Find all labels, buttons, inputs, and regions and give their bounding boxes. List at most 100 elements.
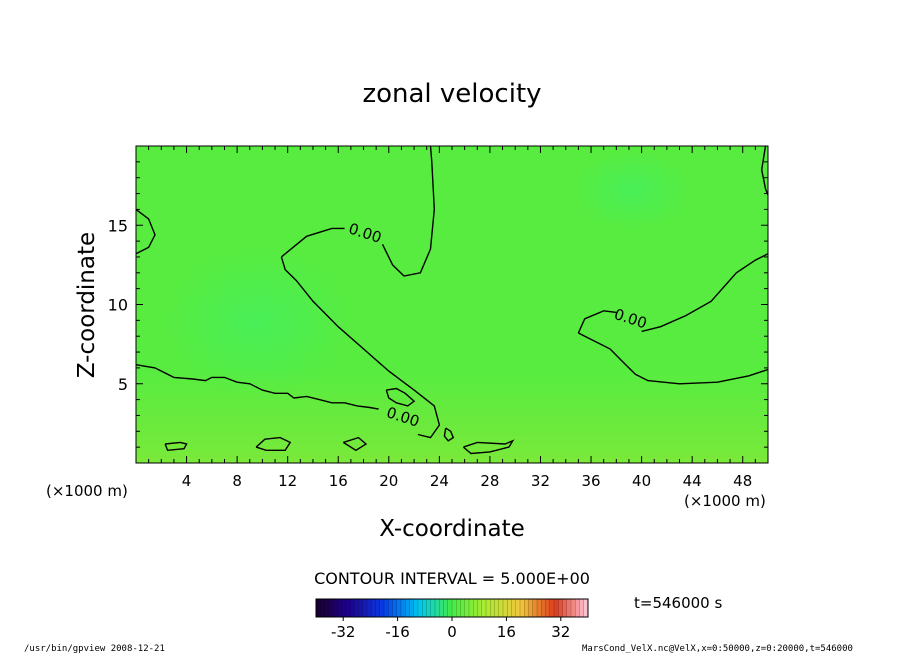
colorbar-swatch (362, 599, 368, 617)
colorbar-swatch (413, 599, 419, 617)
colorbar-swatch (320, 599, 325, 617)
colorbar-swatch (426, 599, 432, 617)
colorbar-tick-label: -16 (385, 623, 410, 641)
colorbar-swatch (384, 599, 389, 617)
contour-line (578, 332, 769, 385)
colorbar-swatch (507, 599, 512, 617)
colorbar-swatch (422, 599, 427, 617)
plot-area: 0.000.000.00 (135, 145, 769, 464)
colorbar-swatch (537, 599, 542, 617)
contour-line (760, 145, 769, 196)
x-tick-label: 16 (329, 472, 348, 490)
colorbar-swatch (541, 599, 546, 617)
contour-line (135, 208, 156, 255)
x-tick-label: 40 (632, 472, 651, 490)
contour-interval-label: CONTOUR INTERVAL = 5.000E+00 (314, 569, 590, 588)
colorbar-swatch (498, 599, 504, 617)
contour-line (385, 387, 416, 407)
contour-line (135, 364, 379, 410)
y-tick-label: 10 (108, 296, 128, 315)
colorbar-swatch (358, 599, 364, 617)
contour-line (381, 145, 436, 277)
colorbar-swatch (494, 599, 500, 617)
colorbar-swatch (418, 599, 423, 617)
y-tick-label: 15 (108, 216, 128, 235)
footer-right: MarsCond_VelX.nc@VelX,x=0:50000,z=0:2000… (582, 644, 853, 654)
x-tick-label: 48 (733, 472, 752, 490)
y-tick-label: 5 (118, 375, 128, 394)
colorbar-swatch (486, 599, 491, 617)
contour-line (342, 436, 368, 452)
colorbar-swatch (367, 599, 372, 617)
x-tick-label: 20 (379, 472, 398, 490)
field-minimum-patch (163, 247, 353, 397)
x-tick-label: 4 (182, 472, 192, 490)
colorbar-tick-label: 32 (551, 623, 570, 641)
colorbar-swatch (464, 599, 470, 617)
colorbar-swatch (388, 599, 393, 617)
colorbar-tick-label: -32 (331, 623, 356, 641)
colorbar-swatch (452, 599, 457, 617)
colorbar-swatch (341, 599, 347, 617)
contour-line (577, 310, 617, 334)
colorbar-tick-label: 16 (497, 623, 516, 641)
colorbar-swatch (350, 599, 355, 617)
x-unit-right: (×1000 m) (684, 492, 766, 510)
contour-line (280, 227, 345, 258)
colorbar-swatch (566, 599, 572, 617)
contour-line (164, 441, 188, 452)
colorbar-swatch (439, 599, 444, 617)
contour-lines (135, 145, 769, 455)
x-tick-label: 36 (581, 472, 600, 490)
colorbar-swatch (333, 599, 338, 617)
colorbar-swatch (558, 599, 563, 617)
colorbar-swatch (545, 599, 551, 617)
colorbar-swatch (430, 599, 436, 617)
colorbar-swatch (503, 599, 508, 617)
x-tick-label: 8 (232, 472, 242, 490)
colorbar-swatch (554, 599, 559, 617)
x-unit-left: (×1000 m) (46, 482, 128, 500)
colorbar-swatch (354, 599, 359, 617)
colorbar-swatch (511, 599, 517, 617)
x-tick-label: 24 (430, 472, 449, 490)
colorbar-swatch (583, 599, 589, 617)
colorbar-swatch (345, 599, 351, 617)
chart-title: zonal velocity (362, 79, 541, 109)
colorbar: -32 -16 0 16 32 (315, 598, 589, 641)
y-axis: 5 10 15 (108, 161, 768, 448)
colorbar-swatch (490, 599, 495, 617)
colorbar-swatch (328, 599, 334, 617)
colorbar-swatch (528, 599, 534, 617)
colorbar-tick-label: 0 (447, 623, 457, 641)
colorbar-swatch (575, 599, 580, 617)
colorbar-swatch (447, 599, 453, 617)
colorbar-swatch (316, 599, 321, 617)
field-minimum-patch (572, 150, 692, 230)
x-tick-label: 12 (278, 472, 297, 490)
colorbar-swatch (515, 599, 521, 617)
colorbar-swatch (469, 599, 474, 617)
colorbar-swatch (324, 599, 330, 617)
colorbar-swatch (524, 599, 529, 617)
colorbar-swatch (409, 599, 415, 617)
colorbar-swatch (401, 599, 406, 617)
contour-line (280, 256, 441, 439)
colorbar-swatch (435, 599, 440, 617)
footer-left: /usr/bin/gpview 2008-12-21 (24, 644, 165, 654)
x-axis-label: X-coordinate (379, 516, 525, 542)
contour-line (641, 253, 769, 333)
field-surface-layer (136, 370, 768, 463)
colorbar-swatch (571, 599, 576, 617)
colorbar-swatch (375, 599, 381, 617)
colorbar-swatch (549, 599, 555, 617)
colorbar-swatch (371, 599, 376, 617)
colorbar-swatch (477, 599, 483, 617)
contour-line (255, 436, 292, 451)
colorbar-swatch (396, 599, 402, 617)
colorbar-swatch (460, 599, 466, 617)
colorbar-swatch (337, 599, 342, 617)
x-axis: 4 8 12 16 20 24 28 32 36 40 44 48 (148, 146, 756, 490)
time-label: t=546000 s (634, 594, 722, 612)
contour-line (443, 427, 455, 442)
